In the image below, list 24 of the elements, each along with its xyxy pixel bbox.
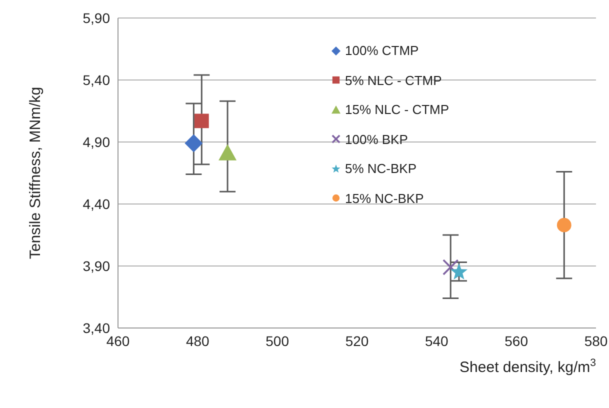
- legend-label: 5% NC-BKP: [345, 161, 417, 176]
- point: [194, 114, 209, 128]
- x-tick-label: 520: [345, 332, 369, 349]
- legend-label: 100% CTMP: [345, 43, 419, 58]
- y-tick-label: 4,90: [82, 134, 110, 150]
- x-tick-label: 560: [504, 332, 528, 349]
- y-tick-label: 5,40: [82, 72, 110, 88]
- point: [218, 144, 237, 160]
- legend-label: 5% NLC - CTMP: [345, 72, 442, 88]
- x-tick-label: 480: [186, 332, 210, 349]
- x-tick-label: 500: [266, 332, 290, 349]
- x-tick-label: 540: [424, 332, 449, 349]
- x-axis-title: Sheet density, kg/m$^{3}$: [460, 357, 596, 376]
- x-tick-label: 580: [584, 332, 608, 349]
- y-tick-label: 5,90: [82, 10, 110, 26]
- legend-label: 15% NLC - CTMP: [345, 102, 450, 118]
- y-tick-label: 3,90: [82, 258, 110, 274]
- point: [184, 134, 203, 152]
- point: [556, 218, 572, 232]
- y-axis-title: Tensile Stiffness, MNm/kg: [27, 86, 44, 260]
- legend-label: 100% BKP: [345, 132, 408, 147]
- legend-label: 15% NC-BKP: [345, 190, 424, 206]
- point: [442, 259, 459, 276]
- y-tick-label: 4,40: [82, 196, 110, 212]
